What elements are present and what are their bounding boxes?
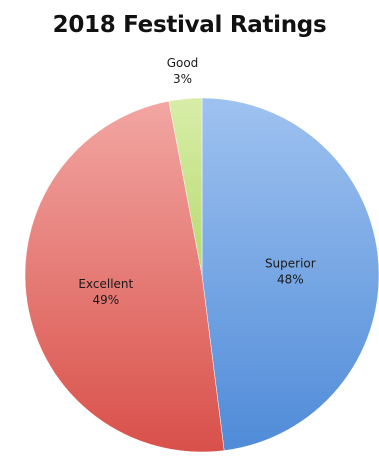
pie-slice-good [168, 97, 203, 276]
slice-percent-excellent: 49% [93, 293, 120, 307]
slice-percent-good: 3% [173, 72, 192, 86]
pie-slices [24, 97, 379, 453]
slice-label-good: Good [167, 56, 199, 70]
slice-label-excellent: Excellent [78, 277, 133, 291]
chart-title: 2018 Festival Ratings [52, 12, 327, 38]
slice-label-superior: Superior [265, 256, 316, 270]
pie-labels: Superior 48% Excellent 49% Good 3% [78, 56, 315, 307]
slice-percent-superior: 48% [277, 272, 304, 286]
pie-slice-excellent [24, 100, 225, 453]
